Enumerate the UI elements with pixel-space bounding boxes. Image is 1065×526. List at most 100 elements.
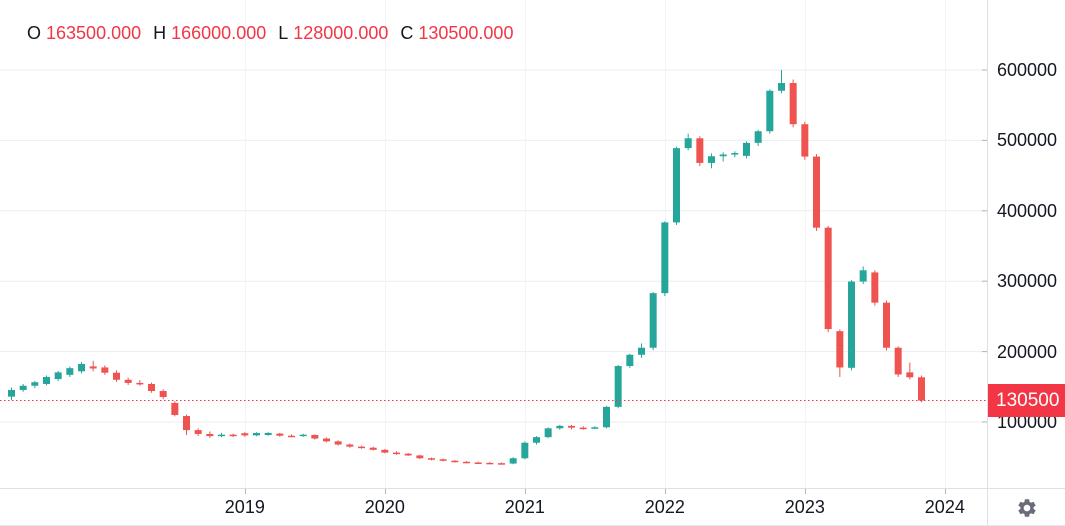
candle-2020-04: [416, 454, 424, 459]
candle-2022-04: [696, 136, 704, 167]
candle-body: [136, 382, 144, 385]
price-axis-label: 400000: [997, 200, 1058, 221]
candle-body: [451, 460, 459, 463]
gear-icon: [1017, 498, 1036, 517]
candle-body: [754, 131, 762, 143]
candle-body: [486, 462, 494, 465]
candle-body: [544, 428, 552, 438]
candle-2018-06: [159, 389, 167, 400]
candle-body: [66, 368, 74, 375]
time-axis-label: 2021: [504, 497, 545, 517]
candle-body: [684, 138, 692, 149]
candle-body: [626, 354, 634, 367]
candle-body: [323, 438, 330, 442]
candle-2022-12: [789, 79, 797, 128]
candle-2019-01: [241, 432, 249, 437]
candle-2019-02: [253, 432, 260, 437]
candle-2021-04: [556, 424, 564, 430]
price-axis-label: 500000: [997, 130, 1058, 151]
candle-body: [766, 90, 774, 132]
candle-2018-03: [124, 377, 132, 386]
candle-2019-09: [334, 440, 342, 446]
candle-body: [673, 148, 680, 223]
legend-close-value: 130500.000: [418, 23, 514, 43]
price-axis[interactable]: 600000 500000 400000 300000 200000 100000 130…: [987, 0, 1065, 488]
candle-body: [603, 406, 610, 428]
candle-2020-11: [498, 462, 505, 465]
candle-body: [159, 391, 167, 398]
candle-2023-04: [836, 329, 844, 377]
candle-body: [649, 293, 657, 348]
candle-2020-05: [428, 457, 435, 461]
candle-2017-06: [19, 383, 27, 392]
time-axis-label: 2020: [364, 497, 405, 517]
time-axis-tick: [524, 489, 526, 494]
time-axis-tick: [244, 489, 246, 494]
legend-open-value: 163500.000: [46, 23, 142, 43]
candle-body: [381, 449, 389, 453]
candle-body: [824, 227, 832, 330]
legend-close-label: C: [400, 23, 414, 43]
candle-body: [101, 367, 109, 373]
candle-2017-12: [89, 360, 97, 372]
candle-2022-01: [661, 221, 669, 296]
candle-2020-10: [486, 462, 494, 465]
candle-2021-02: [533, 436, 540, 445]
time-axis[interactable]: 2019 2020 2021 2022 2023 2024: [0, 488, 987, 525]
candle-2021-11: [638, 343, 645, 358]
candle-2019-07: [311, 434, 319, 440]
candle-body: [638, 347, 645, 355]
candle-2022-09: [754, 129, 762, 147]
candle-body: [393, 452, 400, 455]
candle-2020-07: [451, 460, 459, 463]
candle-body: [743, 142, 750, 156]
candle-body: [264, 432, 272, 436]
candle-2020-03: [404, 452, 412, 457]
candle-body: [801, 124, 809, 157]
candle-body: [311, 435, 319, 439]
settings-button[interactable]: [1013, 494, 1041, 522]
candle-2023-10: [906, 362, 914, 380]
candle-body: [591, 427, 599, 429]
candle-2021-09: [614, 364, 622, 409]
candle-2017-10: [66, 366, 74, 377]
candle-body: [708, 156, 715, 163]
candle-2021-08: [603, 405, 610, 429]
candle-2022-03: [684, 133, 692, 151]
candle-2022-06: [719, 152, 727, 162]
candle-2019-03: [264, 432, 272, 436]
candle-body: [474, 462, 482, 464]
candle-2023-08: [883, 300, 890, 351]
candle-body: [813, 156, 820, 228]
candle-body: [299, 434, 307, 437]
candle-body: [579, 427, 587, 430]
candle-body: [556, 425, 564, 429]
time-axis-label: 2019: [224, 497, 265, 517]
candle-2017-08: [43, 375, 50, 386]
legend-low-value: 128000.000: [293, 23, 389, 43]
candle-body: [276, 433, 284, 436]
candle-2019-08: [323, 437, 330, 443]
chart-canvas[interactable]: [0, 0, 987, 488]
candle-body: [533, 437, 540, 443]
candle-body: [463, 461, 470, 464]
candle-body: [416, 455, 424, 459]
candle-2021-03: [544, 427, 552, 439]
candle-2018-01: [101, 365, 109, 375]
candle-body: [43, 376, 50, 384]
candle-body: [894, 347, 902, 375]
candle-body: [229, 434, 237, 437]
legend-high-value: 166000.000: [171, 23, 267, 43]
candle-body: [859, 270, 867, 282]
candle-body: [439, 459, 447, 461]
axis-corner: [987, 488, 1065, 525]
candle-2018-07: [171, 401, 179, 417]
candle-2020-09: [474, 461, 482, 464]
candlestick-chart[interactable]: O 163500.000 H 166000.000 L 128000.000 C 130500…: [0, 0, 987, 488]
time-axis-label: 2022: [644, 497, 685, 517]
candle-2023-05: [848, 280, 855, 371]
candle-body: [369, 447, 377, 450]
candle-body: [731, 153, 739, 155]
candle-2023-03: [824, 225, 832, 333]
